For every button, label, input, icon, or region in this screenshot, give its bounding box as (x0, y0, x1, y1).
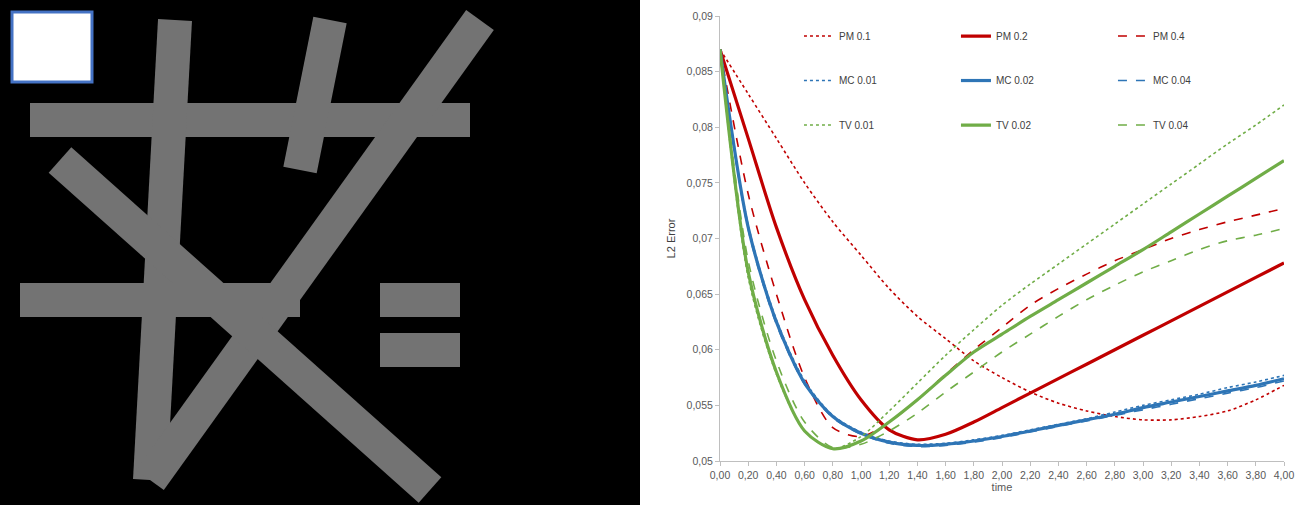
svg-text:2,60: 2,60 (1076, 469, 1097, 481)
svg-text:PM 0.1: PM 0.1 (839, 31, 871, 42)
svg-text:3,20: 3,20 (1161, 469, 1182, 481)
svg-text:2,40: 2,40 (1048, 469, 1069, 481)
svg-text:1,20: 1,20 (879, 469, 900, 481)
svg-text:time: time (992, 481, 1013, 493)
svg-text:PM 0.2: PM 0.2 (996, 31, 1028, 42)
svg-text:3,80: 3,80 (1246, 469, 1267, 481)
svg-text:0,05: 0,05 (692, 455, 713, 467)
svg-text:0,065: 0,065 (687, 288, 713, 300)
svg-text:2,80: 2,80 (1105, 469, 1126, 481)
svg-text:MC 0.04: MC 0.04 (1153, 75, 1191, 86)
svg-text:TV 0.02: TV 0.02 (996, 120, 1031, 131)
svg-text:4,00: 4,00 (1274, 469, 1295, 481)
svg-text:3,00: 3,00 (1133, 469, 1154, 481)
svg-text:0,40: 0,40 (766, 469, 787, 481)
svg-text:1,00: 1,00 (851, 469, 872, 481)
svg-text:0,60: 0,60 (794, 469, 815, 481)
svg-text:1,40: 1,40 (907, 469, 928, 481)
svg-text:0,07: 0,07 (692, 232, 713, 244)
svg-text:TV 0.04: TV 0.04 (1153, 120, 1188, 131)
svg-text:0,80: 0,80 (823, 469, 844, 481)
svg-text:0,20: 0,20 (738, 469, 759, 481)
svg-text:0,08: 0,08 (692, 121, 713, 133)
svg-text:0,085: 0,085 (687, 65, 713, 77)
svg-text:TV 0.01: TV 0.01 (839, 120, 874, 131)
svg-text:MC 0.02: MC 0.02 (996, 75, 1034, 86)
svg-text:2,00: 2,00 (992, 469, 1013, 481)
svg-text:0,09: 0,09 (692, 10, 713, 22)
svg-text:2,20: 2,20 (1020, 469, 1041, 481)
svg-text:MC 0.01: MC 0.01 (839, 75, 877, 86)
svg-text:3,60: 3,60 (1217, 469, 1238, 481)
svg-text:1,60: 1,60 (935, 469, 956, 481)
svg-text:3,40: 3,40 (1189, 469, 1210, 481)
svg-text:0,00: 0,00 (710, 469, 731, 481)
svg-text:0,075: 0,075 (687, 177, 713, 189)
svg-text:0,06: 0,06 (692, 343, 713, 355)
svg-text:L2 Error: L2 Error (665, 218, 677, 258)
svg-text:1,80: 1,80 (964, 469, 985, 481)
svg-text:0,055: 0,055 (687, 399, 713, 411)
svg-text:PM 0.4: PM 0.4 (1153, 31, 1185, 42)
